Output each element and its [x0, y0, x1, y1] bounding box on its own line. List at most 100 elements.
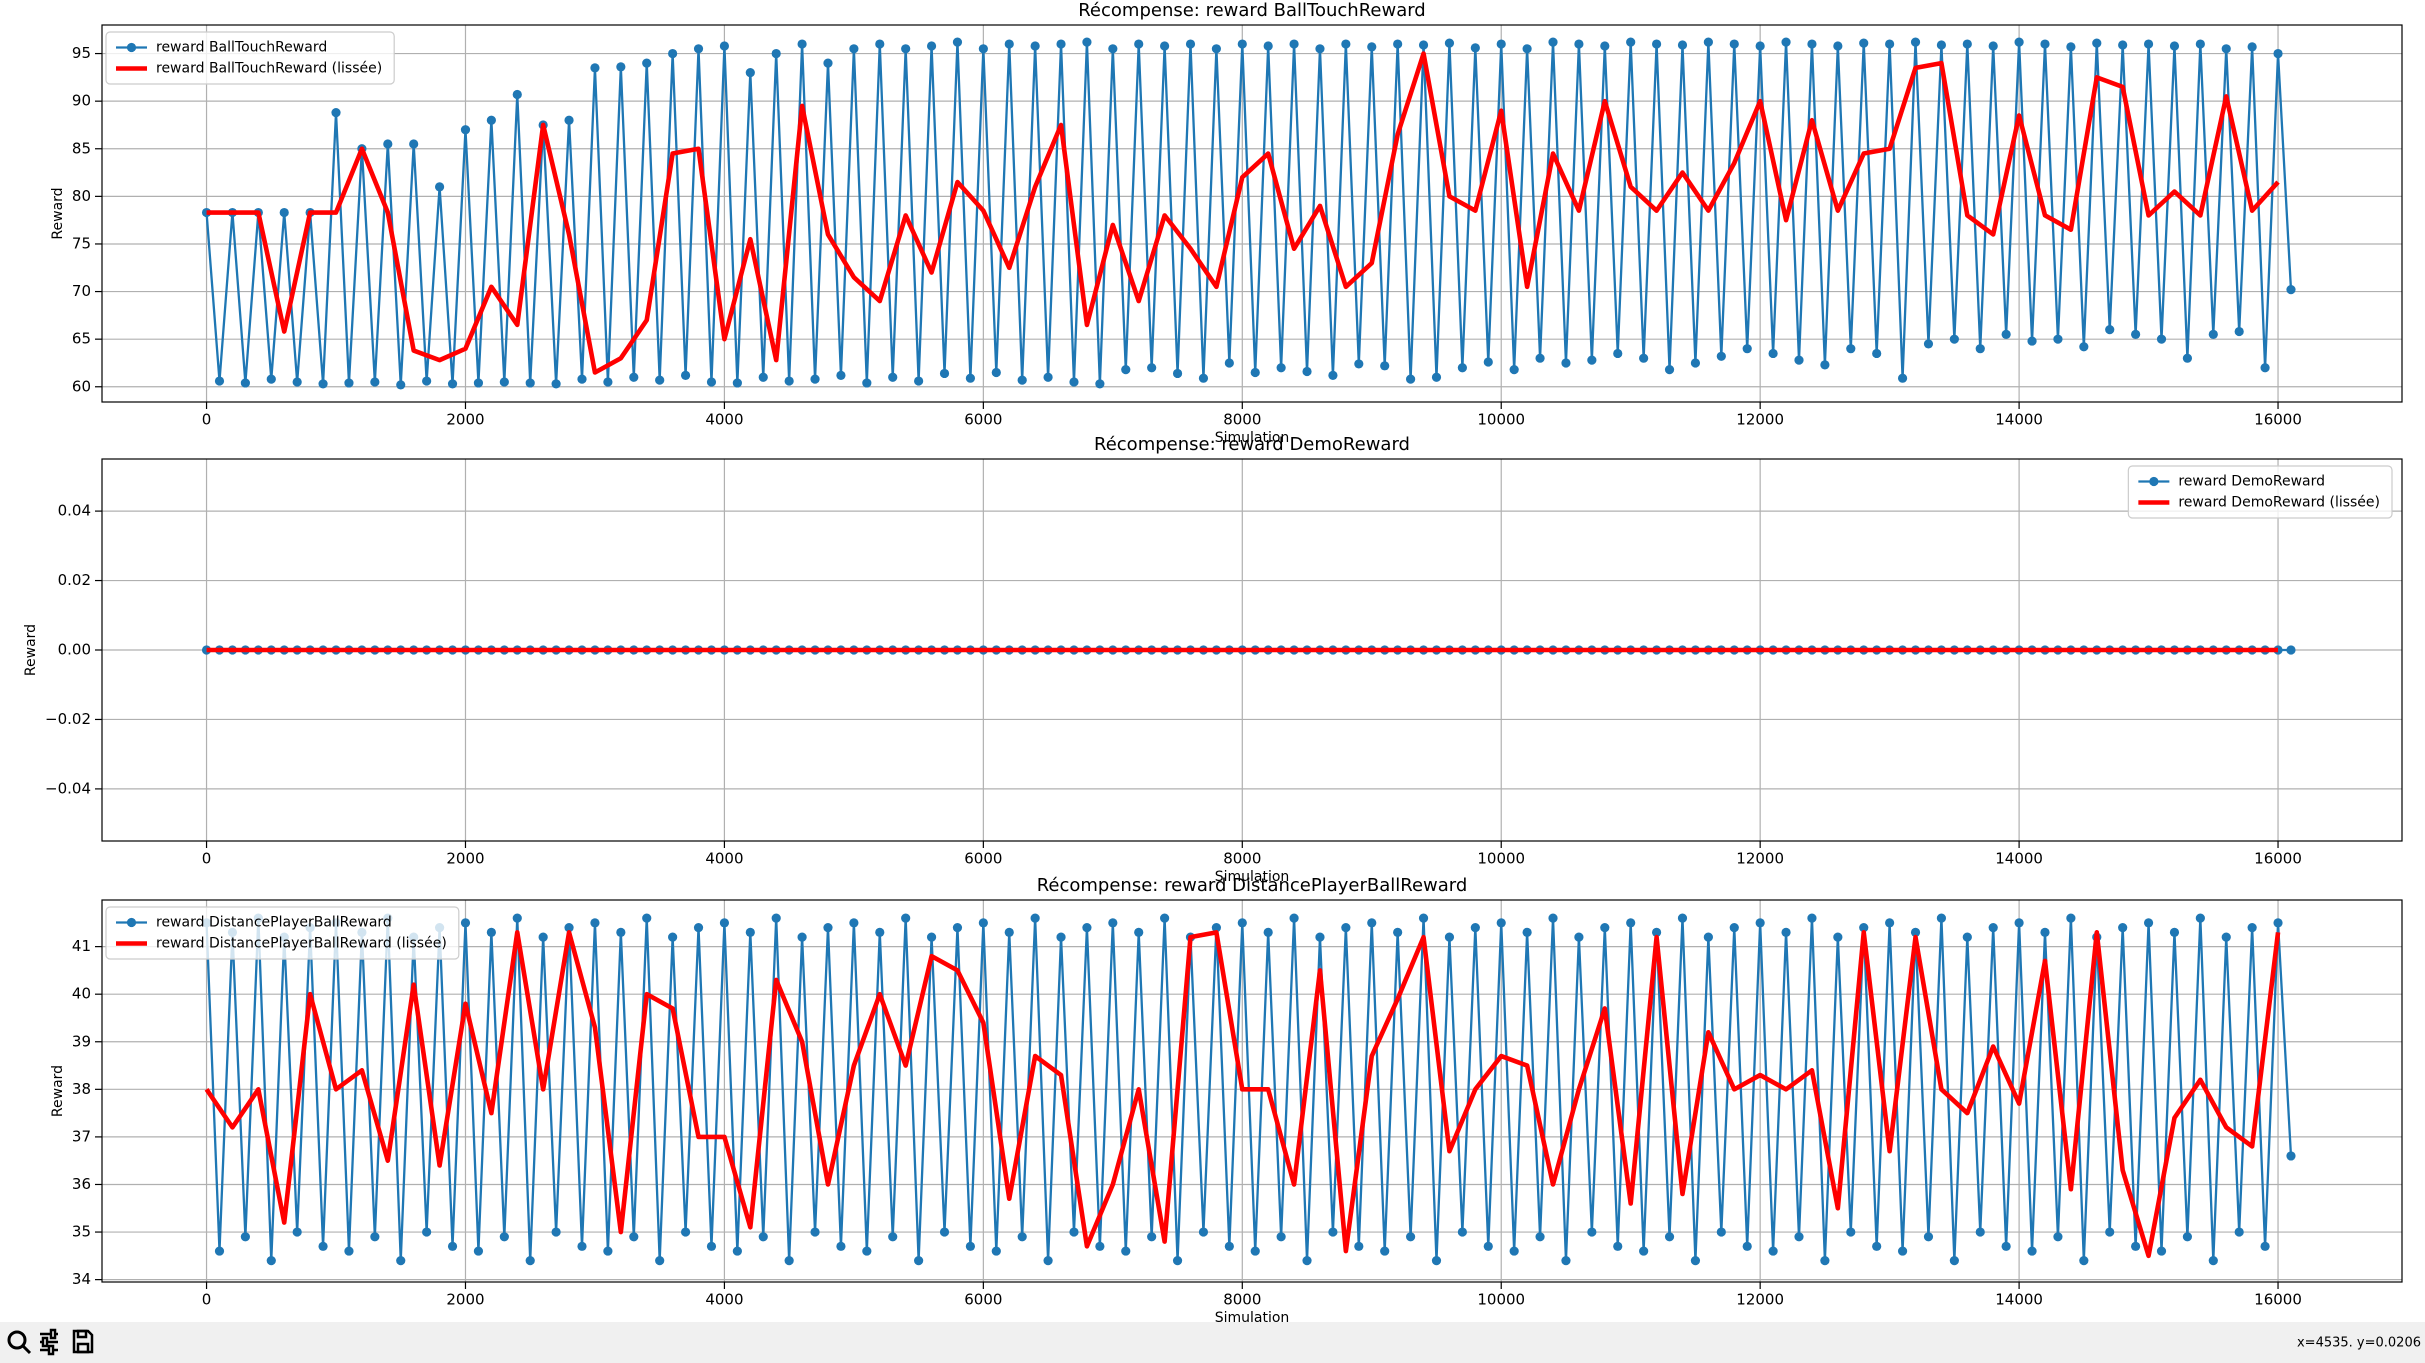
data-point	[978, 44, 988, 54]
x-tick-label: 6000	[964, 411, 1002, 429]
data-point	[680, 370, 691, 380]
x-tick-label: 6000	[964, 1291, 1002, 1309]
data-point	[629, 1232, 639, 1242]
data-point	[1315, 932, 1325, 942]
data-point	[1988, 922, 1998, 933]
data-point	[1522, 44, 1532, 54]
smoothed-series-line	[204, 930, 2281, 1259]
data-point	[447, 1241, 458, 1251]
data-point	[1975, 1227, 1985, 1237]
data-point	[1134, 39, 1144, 49]
data-point	[1561, 358, 1571, 368]
data-point	[2014, 918, 2024, 928]
smoothed-series-line	[206, 51, 2280, 375]
data-point	[797, 39, 807, 49]
data-point	[1910, 927, 1921, 937]
data-point	[266, 1255, 276, 1266]
data-point	[1923, 1232, 1934, 1242]
data-point	[2234, 1227, 2244, 1237]
data-point	[551, 379, 561, 389]
configure-button[interactable]	[40, 1328, 58, 1356]
data-point	[914, 1255, 924, 1266]
data-point	[2182, 353, 2193, 363]
data-point	[1341, 922, 1351, 933]
zoom-button[interactable]	[7, 1330, 32, 1355]
y-tick-label: 90	[72, 92, 91, 110]
y-tick-label: 0.02	[58, 571, 91, 589]
save-button[interactable]	[72, 1329, 94, 1354]
data-point	[1729, 922, 1739, 933]
data-point	[1095, 379, 1105, 389]
legend: reward DistancePlayerBallReward reward Di…	[105, 906, 460, 960]
data-point	[1910, 37, 1921, 47]
data-point	[1263, 41, 1273, 51]
data-point	[939, 1227, 950, 1237]
data-point	[1393, 39, 1403, 49]
data-point	[525, 1255, 535, 1266]
data-point	[1431, 1255, 1442, 1266]
toolbar: x=4535. y=0.0206	[0, 1322, 2425, 1363]
data-point	[1121, 1246, 1131, 1256]
data-point	[914, 376, 924, 386]
data-point	[2260, 1241, 2270, 1251]
data-point	[642, 58, 652, 68]
data-point	[2131, 1241, 2141, 1251]
axes-frame	[101, 458, 2403, 842]
data-point	[2118, 40, 2128, 50]
data-point	[1496, 918, 1506, 928]
data-point	[1198, 373, 1209, 383]
data-point	[344, 1246, 354, 1256]
y-tick-label: 37	[72, 1127, 91, 1145]
legend-marker	[126, 42, 137, 53]
data-point	[2247, 922, 2257, 933]
data-point	[1509, 1246, 1519, 1256]
legend-label: reward DemoReward	[2178, 474, 2325, 490]
data-point	[1457, 363, 1467, 373]
data-point	[1846, 1227, 1856, 1237]
data-point	[1380, 361, 1390, 371]
data-point	[240, 1232, 250, 1242]
data-point	[2208, 329, 2218, 340]
data-point	[758, 1232, 768, 1242]
data-point	[2066, 913, 2076, 923]
data-point	[680, 1227, 691, 1237]
data-point	[1574, 932, 1584, 942]
data-point	[318, 379, 328, 389]
data-point	[1069, 377, 1079, 387]
data-point	[810, 374, 820, 384]
data-point	[279, 207, 289, 218]
data-point	[1198, 1227, 1209, 1237]
data-point	[1574, 39, 1584, 49]
data-point	[486, 115, 496, 125]
legend-box	[105, 906, 460, 960]
data-point	[2143, 39, 2154, 49]
legend-box	[2127, 465, 2393, 519]
x-tick-label: 0	[202, 1291, 212, 1309]
subplot: 0 2000 4000 6000 8000 10000 12000 14000 16000 60 6…	[50, 0, 2403, 446]
data-point	[1664, 1232, 1675, 1242]
data-point	[849, 44, 859, 54]
data-point	[1703, 37, 1713, 47]
plot-area	[201, 645, 2296, 655]
data-point	[2118, 922, 2128, 933]
y-tick-label: 36	[72, 1175, 91, 1193]
data-point	[810, 1227, 820, 1237]
legend-label: reward BallTouchReward	[156, 40, 327, 56]
data-point	[1367, 42, 1377, 52]
data-point	[1936, 913, 1947, 923]
x-tick-label: 6000	[964, 850, 1002, 868]
data-point	[1405, 374, 1416, 384]
data-point	[693, 44, 704, 54]
data-point	[1742, 344, 1752, 354]
data-point	[1535, 353, 1545, 363]
data-point	[616, 62, 626, 72]
data-point	[1703, 932, 1713, 942]
y-axis-label: Reward	[50, 187, 66, 239]
data-point	[577, 374, 587, 384]
data-point	[564, 115, 574, 125]
x-axis-label: Simulation	[1215, 869, 1290, 885]
data-point	[1794, 1232, 1804, 1242]
x-tick-label: 2000	[446, 850, 484, 868]
data-point	[1418, 913, 1429, 923]
data-point	[1056, 39, 1066, 49]
